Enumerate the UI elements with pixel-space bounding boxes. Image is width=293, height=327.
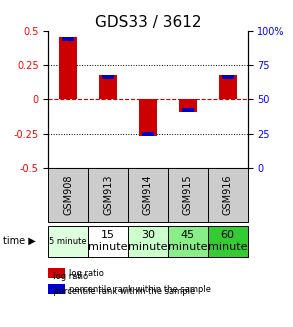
Bar [102, 75, 114, 79]
Bar [219, 75, 237, 99]
Text: 30
minute: 30 minute [128, 230, 168, 252]
Bar [182, 108, 194, 112]
Bar [47, 268, 65, 278]
Bar [48, 168, 88, 222]
Bar [208, 226, 248, 257]
Bar [88, 226, 128, 257]
Bar [222, 75, 234, 79]
Bar [208, 168, 248, 222]
Text: GSM914: GSM914 [143, 175, 153, 215]
Bar [62, 37, 74, 41]
Bar [88, 168, 128, 222]
Text: 5 minute: 5 minute [50, 237, 87, 246]
Bar [128, 226, 168, 257]
Text: 60
minute: 60 minute [208, 230, 247, 252]
Text: GSM913: GSM913 [103, 175, 113, 215]
Bar [179, 99, 197, 112]
Title: GDS33 / 3612: GDS33 / 3612 [95, 15, 201, 30]
Text: GSM915: GSM915 [183, 175, 193, 215]
Text: GSM916: GSM916 [223, 175, 233, 215]
Text: time ▶: time ▶ [3, 236, 36, 246]
Bar [168, 226, 208, 257]
Text: GSM908: GSM908 [63, 175, 73, 215]
Text: percentile rank within the sample: percentile rank within the sample [69, 285, 211, 294]
Text: percentile rank within the sample: percentile rank within the sample [48, 286, 196, 296]
Bar [48, 226, 88, 257]
Bar [47, 284, 65, 294]
Bar [168, 168, 208, 222]
Text: log ratio: log ratio [69, 268, 104, 278]
Bar [139, 99, 157, 136]
Text: log ratio: log ratio [48, 272, 88, 281]
Bar [142, 132, 154, 136]
Bar [99, 75, 117, 99]
Bar [128, 168, 168, 222]
Text: 15
minute: 15 minute [88, 230, 128, 252]
Bar [59, 37, 77, 99]
Text: 45
minute: 45 minute [168, 230, 207, 252]
